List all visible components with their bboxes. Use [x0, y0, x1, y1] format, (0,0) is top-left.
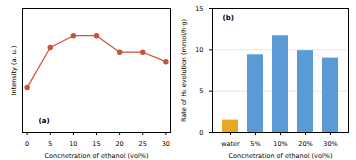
svg-text:30%: 30%	[323, 140, 337, 148]
svg-text:water: water	[221, 140, 240, 148]
svg-text:20%: 20%	[298, 140, 312, 148]
svg-text:Rate of H₂ evolution (mmol/h·g: Rate of H₂ evolution (mmol/h·g)	[180, 19, 188, 122]
svg-text:Concnetration of ethanol (vol%: Concnetration of ethanol (vol%)	[229, 152, 333, 160]
svg-text:30: 30	[162, 140, 170, 148]
svg-text:Intensity (a. u.): Intensity (a. u.)	[10, 46, 18, 96]
svg-text:10: 10	[195, 46, 203, 54]
svg-text:Concnetration of ethanol (vol%: Concnetration of ethanol (vol%)	[45, 152, 149, 160]
svg-text:5%: 5%	[250, 140, 260, 148]
svg-text:25: 25	[139, 140, 147, 148]
svg-text:0: 0	[25, 140, 29, 148]
svg-text:5: 5	[199, 87, 203, 95]
svg-text:5: 5	[48, 140, 52, 148]
svg-text:(b): (b)	[223, 14, 234, 22]
svg-text:10: 10	[69, 140, 77, 148]
svg-text:15: 15	[92, 140, 100, 148]
svg-text:0: 0	[199, 129, 203, 137]
svg-text:10%: 10%	[273, 140, 287, 148]
svg-text:15: 15	[195, 5, 203, 13]
svg-text:(a): (a)	[39, 117, 50, 125]
svg-text:20: 20	[115, 140, 123, 148]
